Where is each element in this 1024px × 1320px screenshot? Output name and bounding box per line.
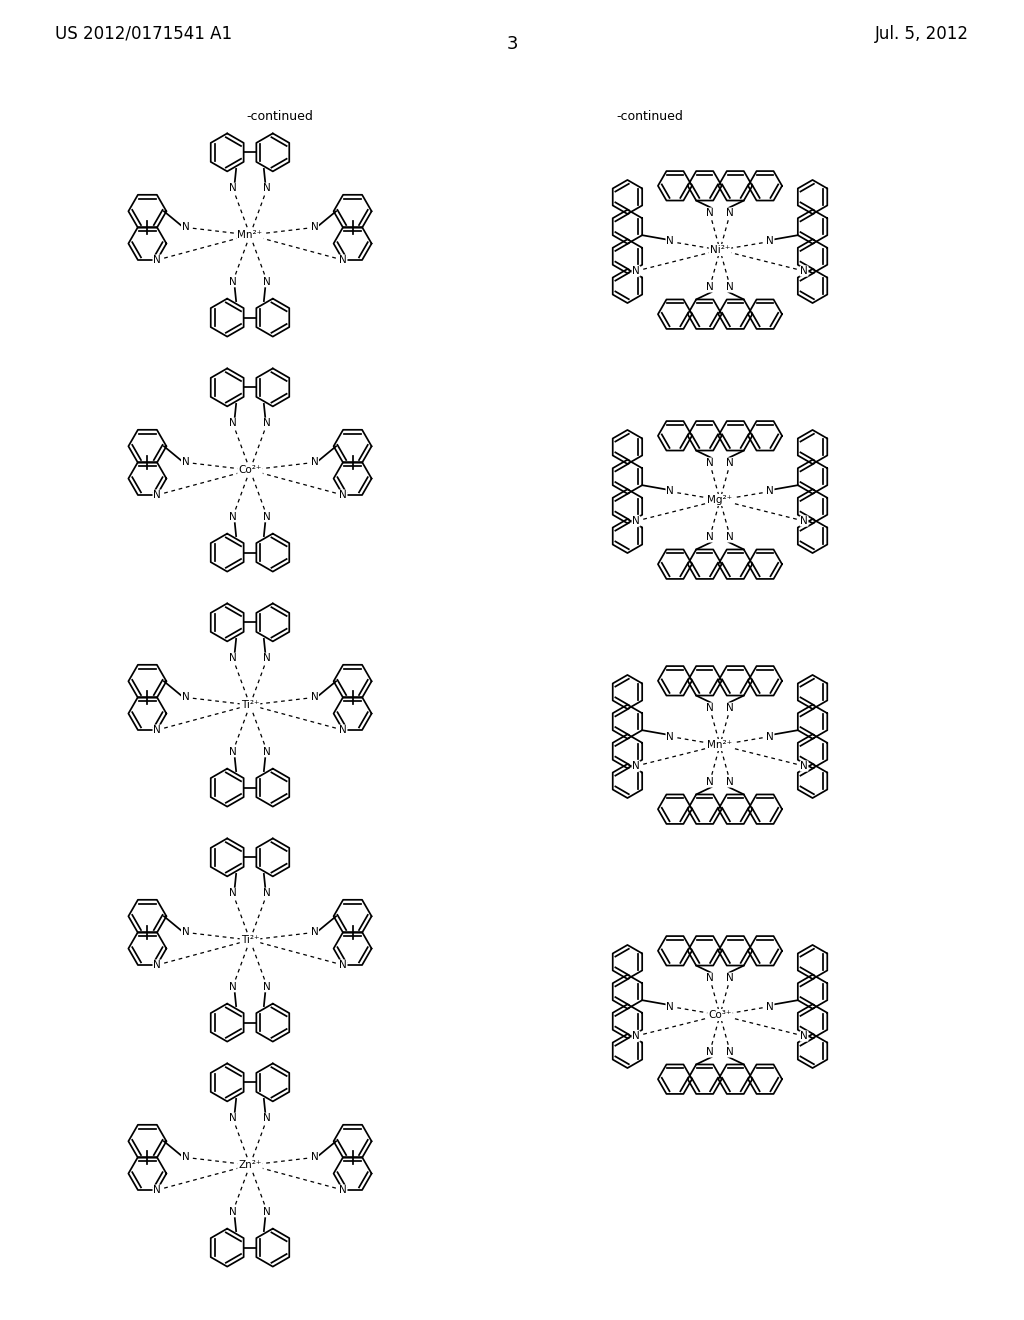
Text: N: N	[153, 255, 161, 265]
Text: N: N	[632, 762, 640, 771]
Text: N: N	[229, 418, 237, 429]
Text: N: N	[726, 1047, 734, 1057]
Text: N: N	[706, 777, 714, 787]
Text: N: N	[632, 516, 640, 527]
Text: -continued: -continued	[247, 110, 313, 123]
Text: N: N	[263, 653, 271, 664]
Text: N: N	[229, 183, 237, 194]
Text: N: N	[263, 982, 271, 991]
Text: N: N	[263, 747, 271, 756]
Text: N: N	[310, 693, 318, 702]
Text: Co²⁺: Co²⁺	[239, 465, 262, 475]
Text: N: N	[229, 747, 237, 756]
Text: N: N	[726, 458, 734, 469]
Text: Jul. 5, 2012: Jul. 5, 2012	[874, 25, 969, 44]
Text: N: N	[766, 487, 774, 496]
Text: N: N	[339, 490, 347, 500]
Text: N: N	[766, 1002, 774, 1011]
Text: N: N	[766, 236, 774, 247]
Text: N: N	[706, 458, 714, 469]
Text: N: N	[310, 928, 318, 937]
Text: N: N	[726, 704, 734, 713]
Text: Ti²⁺: Ti²⁺	[241, 700, 259, 710]
Text: N: N	[229, 888, 237, 899]
Text: N: N	[310, 222, 318, 232]
Text: N: N	[229, 982, 237, 991]
Text: N: N	[339, 960, 347, 970]
Text: N: N	[339, 725, 347, 735]
Text: N: N	[666, 1002, 674, 1011]
Text: N: N	[263, 1114, 271, 1123]
Text: N: N	[706, 704, 714, 713]
Text: N: N	[229, 653, 237, 664]
Text: N: N	[229, 1206, 237, 1217]
Text: N: N	[632, 267, 640, 276]
Text: Mg²⁺: Mg²⁺	[708, 495, 732, 506]
Text: Zn²⁺: Zn²⁺	[239, 1160, 262, 1170]
Text: N: N	[706, 282, 714, 292]
Text: N: N	[766, 731, 774, 742]
Text: N: N	[632, 1031, 640, 1041]
Text: N: N	[263, 1206, 271, 1217]
Text: N: N	[706, 973, 714, 983]
Text: N: N	[800, 762, 808, 771]
Text: US 2012/0171541 A1: US 2012/0171541 A1	[55, 25, 232, 44]
Text: Co³⁺: Co³⁺	[709, 1010, 732, 1020]
Text: N: N	[263, 512, 271, 521]
Text: N: N	[153, 725, 161, 735]
Text: N: N	[339, 1185, 347, 1195]
Text: N: N	[800, 267, 808, 276]
Text: N: N	[339, 255, 347, 265]
Text: N: N	[666, 236, 674, 247]
Text: Mn²⁺: Mn²⁺	[238, 230, 262, 240]
Text: N: N	[153, 1185, 161, 1195]
Text: N: N	[726, 209, 734, 218]
Text: N: N	[726, 532, 734, 543]
Text: N: N	[310, 1152, 318, 1163]
Text: N: N	[229, 1114, 237, 1123]
Text: N: N	[263, 183, 271, 194]
Text: N: N	[706, 532, 714, 543]
Text: N: N	[153, 960, 161, 970]
Text: N: N	[726, 282, 734, 292]
Text: N: N	[153, 490, 161, 500]
Text: Ti²⁺: Ti²⁺	[241, 935, 259, 945]
Text: N: N	[666, 487, 674, 496]
Text: N: N	[263, 276, 271, 286]
Text: 3: 3	[506, 36, 518, 53]
Text: N: N	[181, 222, 189, 232]
Text: Mn²⁺: Mn²⁺	[708, 741, 732, 750]
Text: N: N	[229, 276, 237, 286]
Text: N: N	[181, 1152, 189, 1163]
Text: N: N	[310, 458, 318, 467]
Text: N: N	[229, 512, 237, 521]
Text: N: N	[706, 209, 714, 218]
Text: N: N	[800, 516, 808, 527]
Text: N: N	[666, 731, 674, 742]
Text: N: N	[263, 418, 271, 429]
Text: N: N	[800, 1031, 808, 1041]
Text: Ni²⁺: Ni²⁺	[710, 246, 730, 255]
Text: N: N	[726, 973, 734, 983]
Text: N: N	[181, 693, 189, 702]
Text: N: N	[181, 928, 189, 937]
Text: N: N	[181, 458, 189, 467]
Text: N: N	[706, 1047, 714, 1057]
Text: N: N	[263, 888, 271, 899]
Text: N: N	[726, 777, 734, 787]
Text: -continued: -continued	[616, 110, 683, 123]
